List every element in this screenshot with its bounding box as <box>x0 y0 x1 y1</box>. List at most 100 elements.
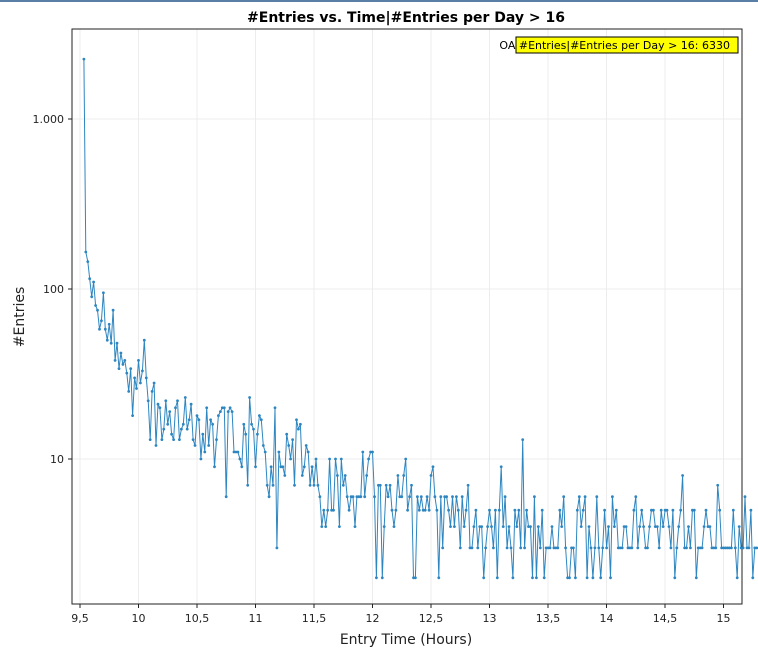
data-point <box>110 342 113 345</box>
data-point <box>488 509 491 512</box>
data-point <box>375 576 378 579</box>
data-point <box>473 525 476 528</box>
data-point <box>258 414 261 417</box>
x-tick-label: 9,5 <box>71 612 89 625</box>
series-layer <box>83 58 758 579</box>
data-point <box>609 576 612 579</box>
data-point <box>744 495 747 498</box>
data-point <box>293 484 296 487</box>
data-point <box>274 406 277 409</box>
data-point <box>365 474 368 477</box>
data-point <box>482 576 485 579</box>
data-point <box>519 547 522 550</box>
data-point <box>161 438 164 441</box>
data-point <box>590 547 593 550</box>
data-point <box>508 525 511 528</box>
data-point <box>515 525 518 528</box>
data-point <box>611 495 614 498</box>
data-point <box>592 576 595 579</box>
data-point <box>184 396 187 399</box>
data-point <box>523 547 526 550</box>
data-point <box>599 576 602 579</box>
data-point <box>180 428 183 431</box>
data-point <box>201 433 204 436</box>
data-point <box>578 495 581 498</box>
data-point <box>395 509 398 512</box>
data-point <box>459 547 462 550</box>
data-point <box>424 509 427 512</box>
data-point <box>449 525 452 528</box>
data-point <box>164 399 167 402</box>
x-tick-label: 12 <box>366 612 380 625</box>
data-point <box>742 547 745 550</box>
data-point <box>406 509 409 512</box>
data-point <box>642 525 645 528</box>
x-tick-label: 10 <box>132 612 146 625</box>
data-point <box>190 403 193 406</box>
data-point <box>574 576 577 579</box>
data-point <box>736 576 739 579</box>
data-point <box>613 525 616 528</box>
data-point <box>346 495 349 498</box>
data-point <box>404 458 407 461</box>
data-point <box>305 444 308 447</box>
data-point <box>514 509 517 512</box>
data-point <box>90 295 93 298</box>
data-point <box>217 414 220 417</box>
data-point <box>389 484 392 487</box>
data-point <box>502 525 505 528</box>
data-point <box>685 547 688 550</box>
data-point <box>276 547 279 550</box>
x-tick-label: 15 <box>717 612 731 625</box>
data-point <box>260 418 263 421</box>
data-point <box>490 525 493 528</box>
data-point <box>120 352 123 355</box>
data-point <box>332 509 335 512</box>
data-point <box>689 547 692 550</box>
data-point <box>420 495 423 498</box>
data-point <box>311 465 314 468</box>
data-point <box>254 465 257 468</box>
data-point <box>748 547 751 550</box>
data-point <box>439 495 442 498</box>
data-point <box>338 525 341 528</box>
data-point <box>108 323 111 326</box>
data-point <box>441 547 444 550</box>
data-point <box>244 433 247 436</box>
data-point <box>326 509 329 512</box>
data-point <box>188 418 191 421</box>
data-point <box>588 525 591 528</box>
data-point <box>533 495 536 498</box>
data-point <box>580 525 583 528</box>
data-point <box>166 423 169 426</box>
data-point <box>149 438 152 441</box>
data-point <box>457 509 460 512</box>
data-point <box>295 418 298 421</box>
data-point <box>252 428 255 431</box>
data-point <box>660 509 663 512</box>
data-point <box>568 576 571 579</box>
data-point <box>498 509 501 512</box>
data-point <box>153 382 156 385</box>
data-point <box>367 458 370 461</box>
data-point <box>248 396 251 399</box>
data-point <box>512 576 515 579</box>
data-point <box>668 525 671 528</box>
data-point <box>359 495 362 498</box>
data-point <box>317 484 320 487</box>
data-point <box>151 390 154 393</box>
data-point <box>102 291 105 294</box>
x-tick-label: 13 <box>483 612 497 625</box>
y-tick-label: 100 <box>43 283 64 296</box>
data-point <box>703 525 706 528</box>
data-point <box>496 576 499 579</box>
data-point <box>229 406 232 409</box>
data-point <box>595 495 598 498</box>
data-point <box>652 509 655 512</box>
data-point <box>209 418 212 421</box>
data-point <box>207 444 210 447</box>
data-point <box>465 509 468 512</box>
data-point <box>631 547 634 550</box>
data-point <box>361 451 364 454</box>
data-point <box>170 433 173 436</box>
